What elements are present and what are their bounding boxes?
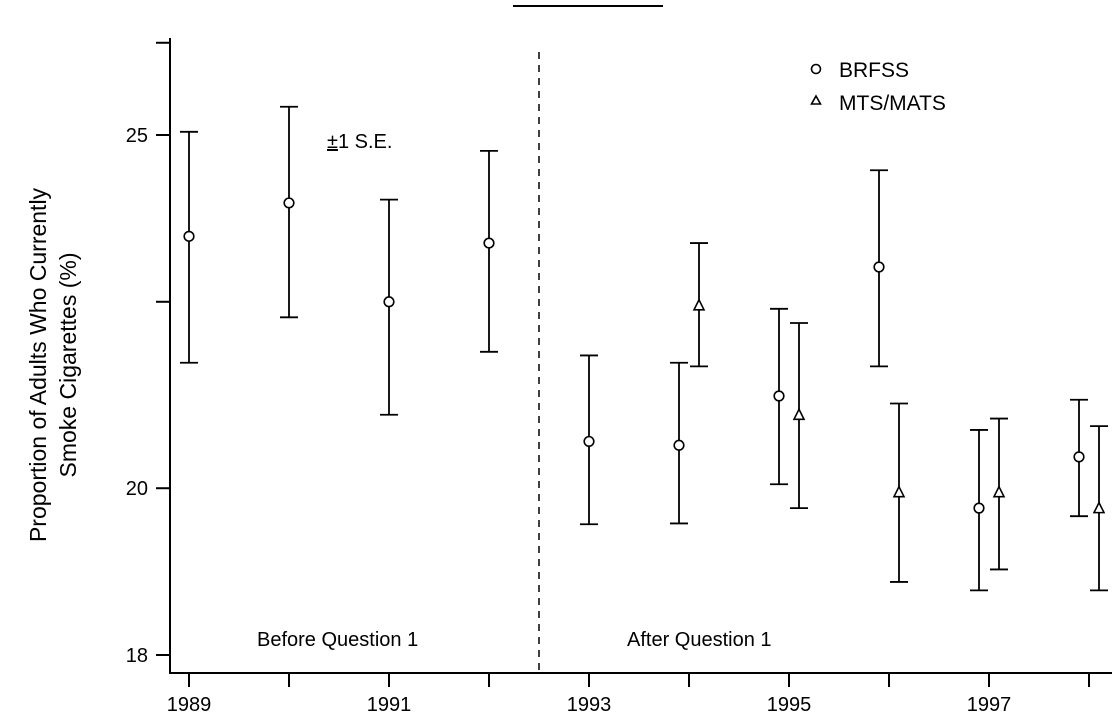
data-point-triangle (792, 407, 806, 421)
data-marks (180, 105, 1108, 592)
data-point-circle (973, 502, 985, 514)
data-point-circle (283, 197, 295, 209)
data-point-circle (673, 439, 685, 451)
data-point-triangle (892, 484, 906, 498)
legend-circle-icon (810, 63, 822, 75)
y-tick-label: 18 (126, 645, 148, 667)
legend: BRFSS MTS/MATS (810, 59, 946, 115)
y-ticks: 18 20 25 (126, 41, 170, 667)
legend-label-brfss: BRFSS (839, 59, 909, 82)
se-text: 1 S.E. (338, 131, 392, 153)
x-tick-label: 1989 (167, 694, 212, 713)
se-annotation: ±1 S.E. (327, 131, 392, 153)
data-point-triangle (692, 298, 706, 311)
legend-label-mts-mats: MTS/MATS (839, 92, 946, 115)
data-point-circle (483, 237, 495, 249)
data-point-circle (183, 230, 195, 242)
x-tick-label: 1993 (567, 694, 612, 713)
data-point-circle (1073, 451, 1085, 463)
x-ticks: 1989 1991 1993 1995 1997 (167, 673, 1090, 713)
x-tick-label: 1995 (767, 694, 812, 713)
x-tick-label: 1997 (967, 694, 1012, 713)
y-axis-title-line2: Smoke Cigarettes (%) (55, 253, 81, 478)
data-point-circle (583, 435, 595, 448)
plus-minus-symbol: ± (327, 131, 338, 153)
data-point-triangle (1092, 500, 1106, 514)
after-label: After Question 1 (627, 629, 772, 651)
legend-triangle-icon (810, 94, 822, 105)
series-mts-mats (690, 242, 1108, 592)
x-tick-label: 1991 (367, 694, 412, 713)
before-label: Before Question 1 (257, 629, 418, 651)
y-tick-label: 20 (126, 478, 148, 500)
data-point-circle (873, 261, 885, 273)
y-tick-label: 25 (126, 125, 148, 147)
data-point-circle (773, 390, 785, 402)
series-brfss (180, 105, 1088, 592)
data-point-circle (383, 296, 395, 308)
data-point-triangle (992, 484, 1006, 498)
y-axis-title-line1: Proportion of Adults Who Currently (25, 187, 51, 542)
